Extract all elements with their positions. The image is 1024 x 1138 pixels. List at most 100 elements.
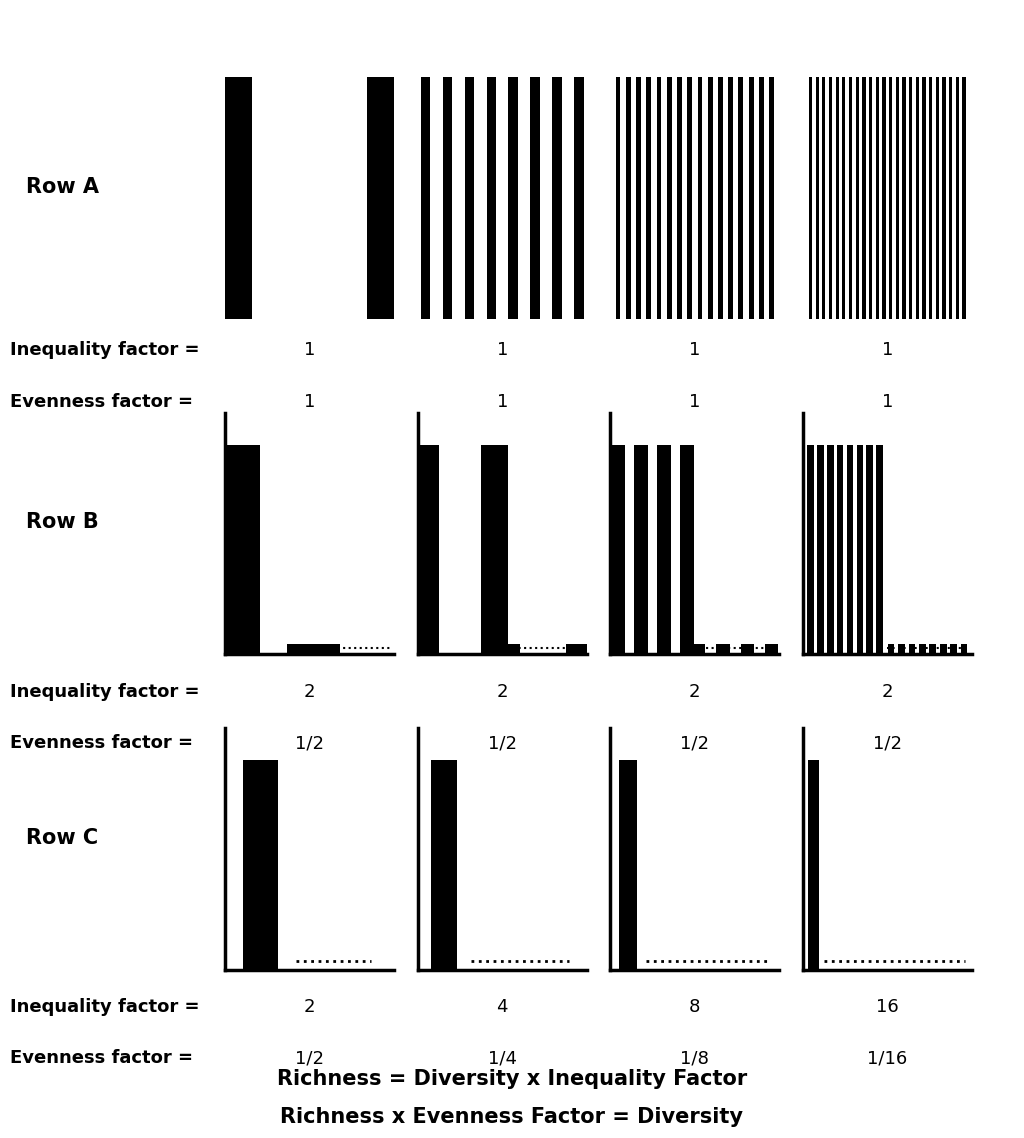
Bar: [718, 77, 723, 319]
Bar: [716, 644, 730, 654]
Bar: [902, 77, 905, 319]
Bar: [481, 445, 508, 654]
Text: 1/4: 1/4: [487, 1049, 517, 1067]
Bar: [574, 77, 584, 319]
Text: 1: 1: [882, 341, 893, 360]
Bar: [955, 77, 959, 319]
Bar: [888, 644, 895, 654]
Bar: [634, 445, 648, 654]
Bar: [667, 77, 672, 319]
Text: 1/2: 1/2: [680, 734, 710, 752]
Bar: [856, 445, 863, 654]
Text: 16: 16: [876, 998, 899, 1016]
Text: 2: 2: [304, 998, 315, 1016]
Text: 1/8: 1/8: [680, 1049, 710, 1067]
Text: Row C: Row C: [26, 827, 97, 848]
Bar: [815, 77, 819, 319]
Text: 1/2: 1/2: [872, 734, 902, 752]
Bar: [909, 77, 912, 319]
Text: Evenness factor =: Evenness factor =: [10, 734, 194, 752]
Bar: [923, 77, 926, 319]
Bar: [822, 77, 825, 319]
Text: Evenness factor =: Evenness factor =: [10, 1049, 194, 1067]
Bar: [827, 445, 834, 654]
Bar: [915, 77, 919, 319]
Text: Inequality factor =: Inequality factor =: [10, 998, 200, 1016]
Bar: [214, 77, 252, 319]
Bar: [697, 77, 702, 319]
Text: Richness x Evenness Factor = Diversity: Richness x Evenness Factor = Diversity: [281, 1106, 743, 1127]
Bar: [657, 445, 671, 654]
Bar: [849, 77, 852, 319]
Bar: [565, 644, 593, 654]
Bar: [431, 760, 458, 970]
Bar: [950, 644, 957, 654]
Text: 1/2: 1/2: [487, 734, 517, 752]
Bar: [929, 77, 932, 319]
Bar: [889, 77, 892, 319]
Bar: [677, 77, 682, 319]
Bar: [940, 644, 946, 654]
Text: Inequality factor =: Inequality factor =: [10, 341, 200, 360]
Bar: [636, 77, 641, 319]
Text: Row B: Row B: [26, 512, 98, 533]
Bar: [807, 445, 814, 654]
Bar: [759, 77, 764, 319]
Bar: [656, 77, 662, 319]
Bar: [287, 644, 340, 654]
Bar: [421, 77, 430, 319]
Bar: [920, 644, 926, 654]
Text: 1: 1: [689, 393, 700, 411]
Bar: [942, 77, 945, 319]
Bar: [615, 77, 621, 319]
Bar: [708, 77, 713, 319]
Text: 4: 4: [497, 998, 508, 1016]
Text: 1/2: 1/2: [295, 734, 325, 752]
Bar: [862, 77, 865, 319]
Text: 1: 1: [497, 341, 508, 360]
Bar: [809, 77, 812, 319]
Bar: [949, 77, 952, 319]
Text: Evenness factor =: Evenness factor =: [10, 393, 194, 411]
Bar: [687, 77, 692, 319]
Bar: [728, 77, 733, 319]
Bar: [961, 644, 968, 654]
Bar: [620, 760, 637, 970]
Text: 2: 2: [497, 683, 508, 701]
Bar: [765, 644, 778, 654]
Bar: [486, 77, 496, 319]
Bar: [509, 77, 518, 319]
Bar: [866, 445, 873, 654]
Text: 2: 2: [689, 683, 700, 701]
Bar: [817, 445, 823, 654]
Text: 2: 2: [882, 683, 893, 701]
Bar: [626, 77, 631, 319]
Bar: [769, 77, 774, 319]
Bar: [836, 77, 839, 319]
Bar: [876, 77, 879, 319]
Bar: [808, 760, 818, 970]
Text: 1: 1: [689, 341, 700, 360]
Bar: [412, 445, 439, 654]
Text: 1: 1: [304, 341, 315, 360]
Bar: [493, 644, 519, 654]
Bar: [896, 77, 899, 319]
Bar: [837, 445, 844, 654]
Text: 2: 2: [304, 683, 315, 701]
Bar: [243, 760, 279, 970]
Text: 1/16: 1/16: [867, 1049, 907, 1067]
Bar: [869, 77, 872, 319]
Bar: [898, 644, 905, 654]
Text: Row A: Row A: [26, 176, 98, 197]
Bar: [908, 644, 915, 654]
Text: 1: 1: [882, 393, 893, 411]
Bar: [936, 77, 939, 319]
Bar: [442, 77, 453, 319]
Bar: [749, 77, 754, 319]
Bar: [829, 77, 833, 319]
Text: 1: 1: [304, 393, 315, 411]
Bar: [530, 77, 540, 319]
Bar: [963, 77, 966, 319]
Bar: [856, 77, 859, 319]
Bar: [738, 77, 743, 319]
